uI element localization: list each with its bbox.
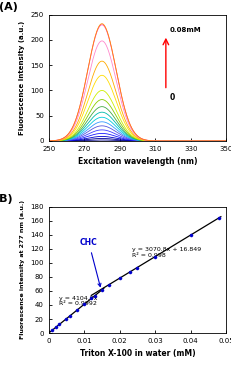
Point — [64, 316, 68, 322]
Point — [188, 232, 192, 238]
Y-axis label: Fluorescence intensity (a.u.): Fluorescence intensity (a.u.) — [19, 21, 25, 135]
Point — [117, 275, 121, 281]
Point — [68, 313, 72, 319]
Point — [100, 287, 103, 292]
Point — [128, 269, 132, 274]
Text: (A): (A) — [0, 2, 18, 12]
Text: CHC: CHC — [80, 238, 100, 287]
Point — [107, 282, 110, 288]
Point — [54, 324, 58, 330]
Point — [153, 254, 156, 259]
Point — [216, 215, 220, 221]
Text: (B): (B) — [0, 194, 12, 204]
Point — [50, 327, 54, 333]
Point — [57, 321, 61, 327]
Text: y = 4104.9x
R² = 0.9992: y = 4104.9x R² = 0.9992 — [59, 296, 97, 306]
X-axis label: Excitation wavelength (nm): Excitation wavelength (nm) — [77, 157, 196, 167]
Point — [135, 265, 139, 271]
Text: 0: 0 — [169, 93, 174, 102]
Point — [93, 292, 96, 298]
Point — [82, 301, 86, 307]
Point — [75, 307, 79, 313]
Text: y = 3070.8x + 16.849
R² = 0.998: y = 3070.8x + 16.849 R² = 0.998 — [132, 247, 201, 258]
Text: 0.08mM: 0.08mM — [169, 27, 200, 33]
X-axis label: Triton X-100 in water (mM): Triton X-100 in water (mM) — [79, 350, 195, 358]
Y-axis label: Fluorescence intensity at 277 nm (a.u.): Fluorescence intensity at 277 nm (a.u.) — [20, 200, 25, 339]
Point — [89, 295, 93, 301]
